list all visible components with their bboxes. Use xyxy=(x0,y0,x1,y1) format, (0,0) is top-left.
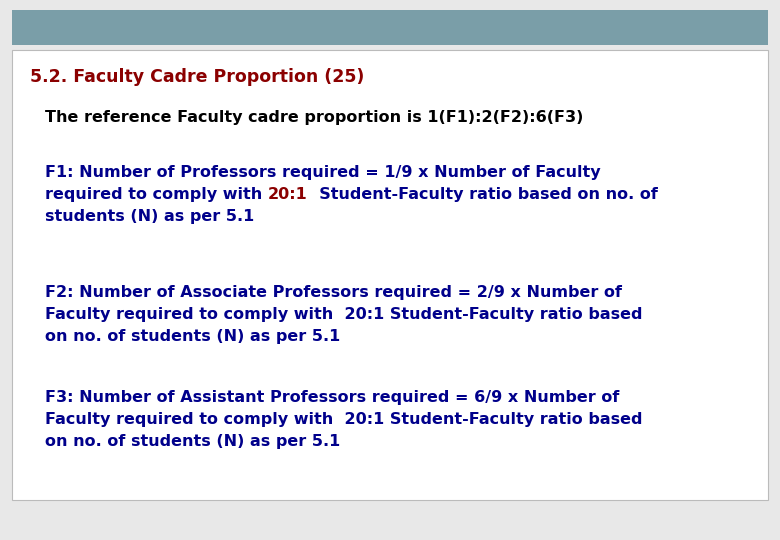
Text: on no. of students (N) as per 5.1: on no. of students (N) as per 5.1 xyxy=(45,329,340,344)
Text: 20:1: 20:1 xyxy=(268,187,307,202)
Text: students (N) as per 5.1: students (N) as per 5.1 xyxy=(45,209,254,224)
Bar xyxy=(12,50,768,500)
Text: required to comply with: required to comply with xyxy=(45,187,268,202)
Text: Faculty required to comply with  20:1 Student-Faculty ratio based: Faculty required to comply with 20:1 Stu… xyxy=(45,412,643,427)
Text: Student-Faculty ratio based on no. of: Student-Faculty ratio based on no. of xyxy=(307,187,658,202)
Bar xyxy=(12,10,768,45)
Text: F2: Number of Associate Professors required = 2/9 x Number of: F2: Number of Associate Professors requi… xyxy=(45,285,622,300)
Text: Faculty required to comply with  20:1 Student-Faculty ratio based: Faculty required to comply with 20:1 Stu… xyxy=(45,307,643,322)
Text: 5.2. Faculty Cadre Proportion (25): 5.2. Faculty Cadre Proportion (25) xyxy=(30,68,364,86)
Text: F1: Number of Professors required = 1/9 x Number of Faculty: F1: Number of Professors required = 1/9 … xyxy=(45,165,601,180)
Text: The reference Faculty cadre proportion is 1(F1):2(F2):6(F3): The reference Faculty cadre proportion i… xyxy=(45,110,583,125)
Text: F3: Number of Assistant Professors required = 6/9 x Number of: F3: Number of Assistant Professors requi… xyxy=(45,390,619,405)
Text: on no. of students (N) as per 5.1: on no. of students (N) as per 5.1 xyxy=(45,434,340,449)
